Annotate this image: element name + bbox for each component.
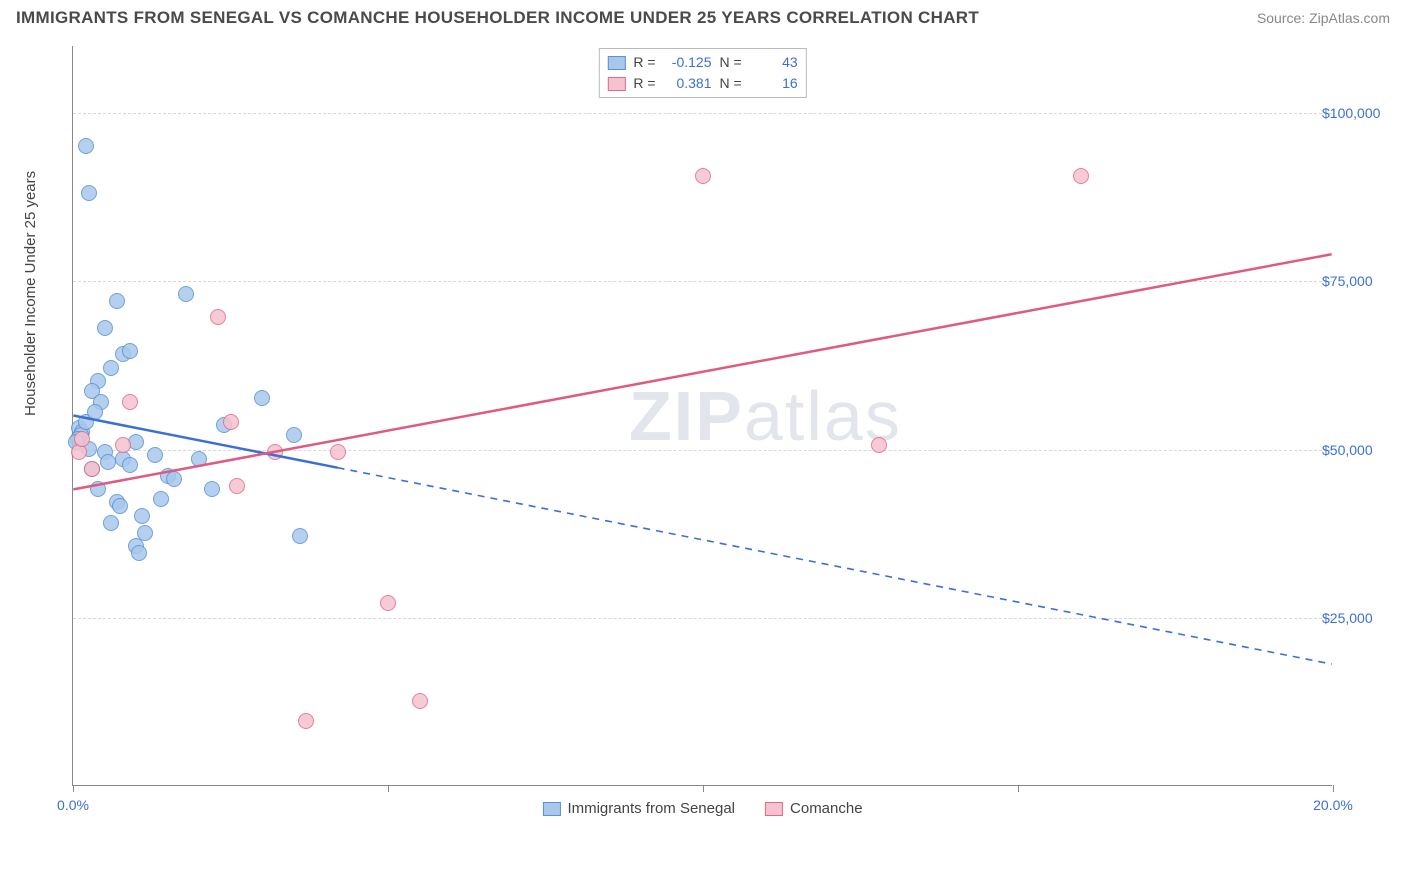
stat-r-label: R = — [633, 52, 655, 73]
stat-r-1: 0.381 — [664, 73, 712, 94]
legend-item-0: Immigrants from Senegal — [542, 800, 735, 817]
stats-legend: R = -0.125 N = 43 R = 0.381 N = 16 — [598, 48, 806, 98]
trend-lines-svg — [73, 46, 1332, 785]
legend-swatch-0 — [542, 802, 560, 816]
chart-title: IMMIGRANTS FROM SENEGAL VS COMANCHE HOUS… — [16, 8, 979, 28]
title-bar: IMMIGRANTS FROM SENEGAL VS COMANCHE HOUS… — [0, 0, 1406, 32]
plot-area: ZIPatlas R = -0.125 N = 43 R = 0.381 N =… — [72, 46, 1332, 786]
stats-row-1: R = 0.381 N = 16 — [607, 73, 797, 94]
ytick-label: $75,000 — [1322, 273, 1392, 289]
xtick-label: 20.0% — [1313, 797, 1353, 813]
bottom-legend: Immigrants from Senegal Comanche — [542, 800, 862, 817]
legend-item-1: Comanche — [765, 800, 863, 817]
trend-line-solid — [73, 254, 1331, 489]
source-attribution: Source: ZipAtlas.com — [1257, 10, 1390, 26]
stat-n-1: 16 — [750, 73, 798, 94]
ytick-label: $100,000 — [1322, 105, 1392, 121]
xtick — [1333, 785, 1334, 792]
stat-r-0: -0.125 — [664, 52, 712, 73]
stat-r-label: R = — [633, 73, 655, 94]
trend-line-solid — [73, 416, 337, 468]
stat-n-0: 43 — [750, 52, 798, 73]
ytick-label: $50,000 — [1322, 442, 1392, 458]
legend-swatch-1 — [765, 802, 783, 816]
swatch-series-0 — [607, 56, 625, 70]
stats-row-0: R = -0.125 N = 43 — [607, 52, 797, 73]
plot-wrap: Householder Income Under 25 years ZIPatl… — [50, 46, 1390, 836]
xtick — [1018, 785, 1019, 792]
xtick — [703, 785, 704, 792]
xtick-label: 0.0% — [57, 797, 89, 813]
xtick — [388, 785, 389, 792]
stat-n-label: N = — [720, 52, 742, 73]
y-axis-label: Householder Income Under 25 years — [22, 171, 39, 416]
swatch-series-1 — [607, 77, 625, 91]
ytick-label: $25,000 — [1322, 610, 1392, 626]
trend-line-dashed — [338, 468, 1332, 664]
stat-n-label: N = — [720, 73, 742, 94]
legend-label-1: Comanche — [790, 800, 863, 817]
legend-label-0: Immigrants from Senegal — [567, 800, 735, 817]
xtick — [73, 785, 74, 792]
